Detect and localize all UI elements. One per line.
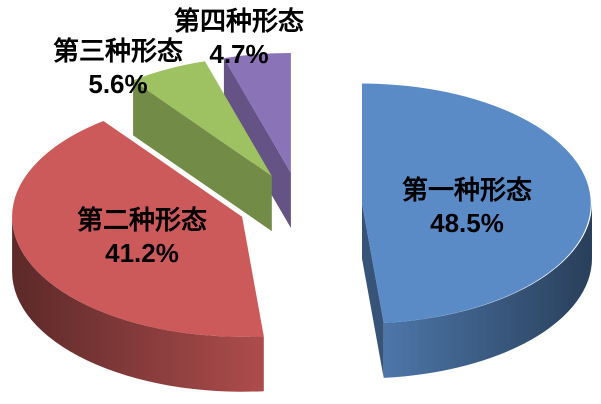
slice-label-4-pct: 4.7% [209,39,269,69]
pie-slice-4-cut-face [223,58,291,228]
slice-label-4: 第四种形态 4.7% [154,5,324,71]
slice-label-3-pct: 5.6% [88,69,148,99]
pie-slice-2-top [12,121,264,337]
slice-label-4-name: 第四种形态 [173,6,304,36]
slice-label-2: 第二种形态 41.2% [57,204,227,270]
slice-label-3-name: 第三种形态 [52,36,183,66]
pie-slice-1-top [362,83,591,323]
pie-slice-1-side [383,203,592,378]
slice-label-1-name: 第一种形态 [401,175,532,205]
slice-label-1: 第一种形态 48.5% [382,174,552,240]
pie-slice-1-cut-face [362,203,384,378]
pie-slice-3-cut-face [133,80,272,232]
slice-label-3: 第三种形态 5.6% [33,35,203,101]
slice-label-1-pct: 48.5% [430,208,504,238]
pie-slice-2-side [12,216,264,392]
pie-slice-3-top [133,61,272,177]
slice-label-2-pct: 41.2% [105,238,179,268]
pie-slice-4-top [223,52,291,173]
slice-label-2-name: 第二种形态 [76,205,207,235]
